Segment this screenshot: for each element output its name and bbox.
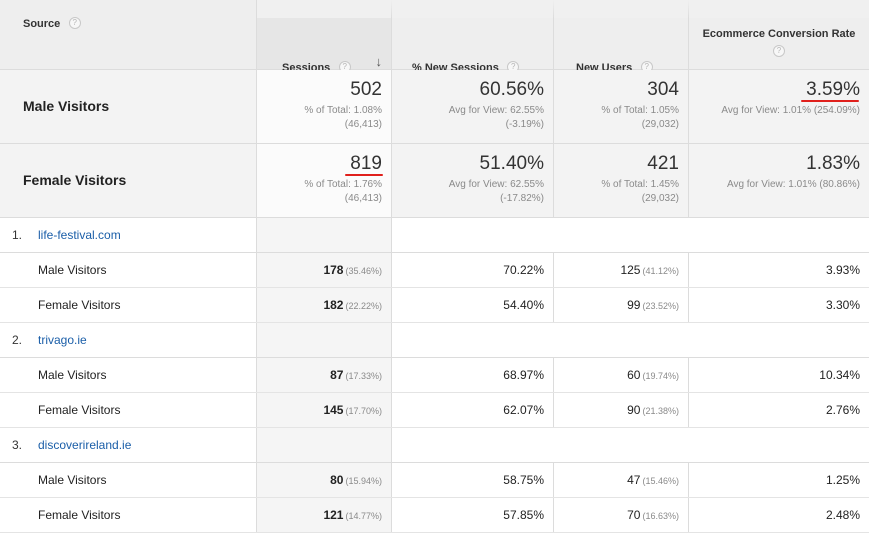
sessions-site-total: (46,413) [344,193,382,204]
sessions-percent: (17.33%) [345,371,382,381]
new-sessions-total: 51.40% [479,153,544,174]
sessions-percent-of-total: % of Total: 1.76% [304,179,382,190]
table-row: Female Visitors 145 (17.70%) 62.07% 90 (21… [0,393,869,428]
new-users-value: 70 [627,508,641,522]
new-users-total: 421 [647,153,679,174]
new-users-percent: (41.12%) [642,266,679,276]
conversion-value: 10.34% [819,368,860,382]
sessions-percent-of-total: % of Total: 1.08% [304,105,382,116]
segment-label: Female Visitors [38,298,121,312]
new-users-percent: (15.46%) [642,476,679,486]
sessions-value: 178 [323,263,344,277]
conversion-header-label: Ecommerce Conversion Rate [702,28,856,40]
new-users-value: 47 [627,473,641,487]
source-header-label: Source [23,18,61,30]
conversion-value: 1.25% [825,473,860,487]
source-row: 3. discoverireland.ie [0,428,869,463]
sessions-percent: (22.22%) [345,301,382,311]
new-sessions-delta: (-3.19%) [505,119,544,130]
segment-row-female: Female Visitors 819 % of Total: 1.76% (4… [0,144,869,218]
table-row: Female Visitors 182 (22.22%) 54.40% 99 (23… [0,288,869,323]
source-link[interactable]: life-festival.com [38,228,121,242]
conversion-value: 2.48% [825,508,860,522]
sessions-site-total: (46,413) [344,119,382,130]
conversion-value: 3.93% [825,263,860,277]
table-row: Female Visitors 121 (14.77%) 57.85% 70 (16… [0,498,869,533]
conversion-column-header[interactable]: Ecommerce Conversion Rate ? [689,0,869,69]
new-users-value: 99 [627,298,641,312]
new-sessions-value: 62.07% [503,403,544,417]
segment-label: Male Visitors [23,98,110,114]
segment-label: Male Visitors [38,368,107,382]
sessions-percent: (35.46%) [345,266,382,276]
sessions-total: 502 [350,79,382,100]
conversion-total: 1.83% [806,153,860,174]
conversion-value: 3.30% [825,298,860,312]
new-sessions-value: 57.85% [503,508,544,522]
sessions-value: 80 [330,473,344,487]
table-row: Male Visitors 178 (35.46%) 70.22% 125 (41.… [0,253,869,288]
new-users-value: 90 [627,403,641,417]
new-users-site-total: (29,032) [641,193,679,204]
sort-descending-icon[interactable]: ↓ [375,54,383,69]
new-sessions-value: 58.75% [503,473,544,487]
red-underline-mark [801,100,859,102]
sessions-percent: (15.94%) [345,476,382,486]
new-users-percent: (19.74%) [642,371,679,381]
new-users-value: 60 [627,368,641,382]
table-row: Male Visitors 80 (15.94%) 58.75% 47 (15.46… [0,463,869,498]
segment-label: Female Visitors [38,508,121,522]
new-sessions-column-header[interactable]: % New Sessions ? [392,0,554,74]
new-users-percent: (16.63%) [642,511,679,521]
source-row: 1. life-festival.com [0,218,869,253]
new-sessions-avg: Avg for View: 62.55% [448,105,544,116]
sessions-value: 87 [330,368,344,382]
sessions-value: 121 [323,508,344,522]
source-rank: 2. [12,333,23,347]
new-users-column-header[interactable]: New Users ? [554,0,689,74]
source-rank: 3. [12,438,23,452]
segment-label: Male Visitors [38,263,107,277]
new-sessions-value: 68.97% [503,368,544,382]
source-row: 2. trivago.ie [0,323,869,358]
source-rank: 1. [12,228,23,242]
new-sessions-value: 54.40% [503,298,544,312]
help-icon[interactable]: ? [640,60,653,73]
segment-label: Male Visitors [38,473,107,487]
new-sessions-value: 70.22% [503,263,544,277]
conversion-total: 3.59% [806,79,860,100]
new-users-percent-of-total: % of Total: 1.45% [601,179,679,190]
source-column-header[interactable]: Source ? [0,0,257,69]
sessions-value: 145 [323,403,344,417]
sessions-total: 819 [350,153,382,174]
sessions-percent: (17.70%) [345,406,382,416]
help-icon[interactable]: ? [68,16,81,29]
table-header: Source ? Sessions ? ↓ % New Sessions ? N… [0,0,869,74]
sessions-column-header[interactable]: Sessions ? ↓ [257,0,392,74]
segment-row-male: Male Visitors 502 % of Total: 1.08% (46,… [0,70,869,144]
new-users-site-total: (29,032) [641,119,679,130]
table-row: Male Visitors 87 (17.33%) 68.97% 60 (19.74… [0,358,869,393]
segment-label: Female Visitors [23,172,127,188]
new-users-percent-of-total: % of Total: 1.05% [601,105,679,116]
source-link[interactable]: discoverireland.ie [38,438,132,452]
new-users-total: 304 [647,79,679,100]
red-underline-mark [345,174,383,176]
source-link[interactable]: trivago.ie [38,333,87,347]
new-sessions-avg: Avg for View: 62.55% [448,179,544,190]
sessions-percent: (14.77%) [345,511,382,521]
segment-label: Female Visitors [38,403,121,417]
conversion-value: 2.76% [825,403,860,417]
new-sessions-delta: (-17.82%) [500,193,544,204]
new-users-percent: (21.38%) [642,406,679,416]
conversion-avg: Avg for View: 1.01% (80.86%) [726,179,860,190]
new-users-value: 125 [620,263,641,277]
sessions-value: 182 [323,298,344,312]
help-icon[interactable]: ? [773,45,785,58]
new-users-percent: (23.52%) [642,301,679,311]
conversion-avg: Avg for View: 1.01% (254.09%) [721,105,860,116]
new-sessions-total: 60.56% [479,79,544,100]
